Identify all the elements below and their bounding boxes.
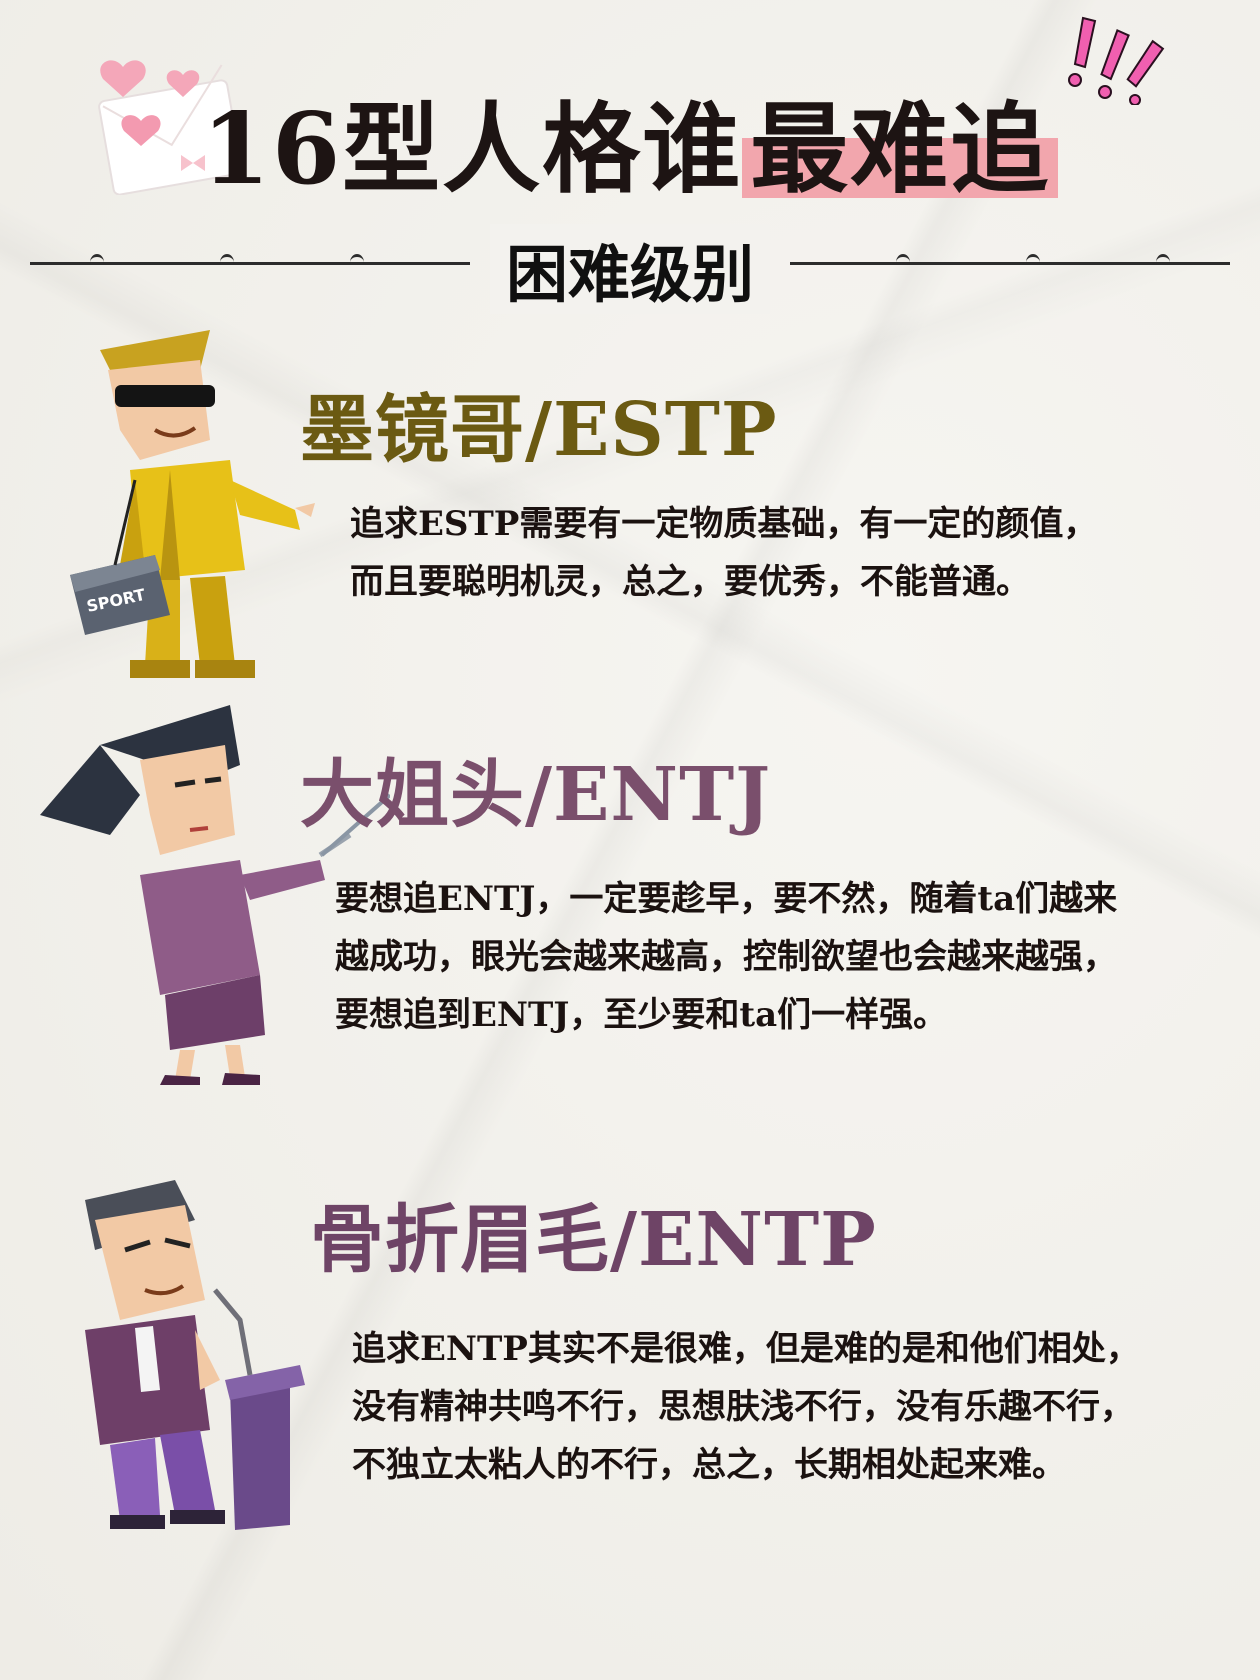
text-line: 越成功，眼光会越来越高，控制欲望也会越来越强，: [335, 937, 1117, 977]
section-title-estp: 墨镜哥/ESTP: [300, 387, 778, 473]
divider-ornament: [350, 254, 364, 271]
section-body-entj: 要想追ENTJ，一定要趁早，要不然，随着ta们越来 越成功，眼光会越来越高，控制…: [335, 870, 1117, 1044]
text-line: 追求ENTP其实不是很难，但是难的是和他们相处，: [352, 1329, 1140, 1369]
subtitle-divider: [30, 232, 1230, 292]
text-line: 追求ESTP需要有一定物质基础，有一定的颜值，: [350, 504, 1098, 544]
exclamation-icon: [1068, 16, 1165, 105]
subtitle: 困难级别: [490, 224, 770, 314]
title-highlight: 最难追: [742, 92, 1059, 207]
section-title-entp: 骨折眉毛/ENTP: [310, 1197, 877, 1283]
love-letter-icon: [98, 60, 243, 195]
entp-character-illustration: [85, 1180, 305, 1530]
section-title-entj: 大姐头/ENTJ: [300, 752, 772, 838]
divider-line-right: [790, 262, 1230, 265]
page-title: 16型人格谁最难追: [0, 70, 1260, 212]
estp-character-illustration: SPORT: [70, 330, 315, 678]
title-prefix: 16型人格谁: [201, 92, 743, 207]
divider-ornament: [896, 254, 910, 271]
text-line: 不独立太粘人的不行，总之，长期相处起来难。: [352, 1445, 1066, 1485]
text-line: 而且要聪明机灵，总之，要优秀，不能普通。: [350, 562, 1030, 602]
text-line: 要想追到ENTJ，至少要和ta们一样强。: [335, 995, 948, 1035]
section-body-entp: 追求ENTP其实不是很难，但是难的是和他们相处， 没有精神共鸣不行，思想肤浅不行…: [352, 1320, 1140, 1494]
section-body-estp: 追求ESTP需要有一定物质基础，有一定的颜值， 而且要聪明机灵，总之，要优秀，不…: [350, 495, 1097, 611]
entj-character-illustration: [40, 705, 390, 1085]
text-line: 要想追ENTJ，一定要趁早，要不然，随着ta们越来: [335, 879, 1118, 919]
divider-ornament: [1026, 254, 1040, 271]
text-line: 没有精神共鸣不行，思想肤浅不行，没有乐趣不行，: [352, 1387, 1134, 1427]
divider-line-left: [30, 262, 470, 265]
divider-ornament: [90, 254, 104, 271]
divider-ornament: [1156, 254, 1170, 271]
divider-ornament: [220, 254, 234, 271]
